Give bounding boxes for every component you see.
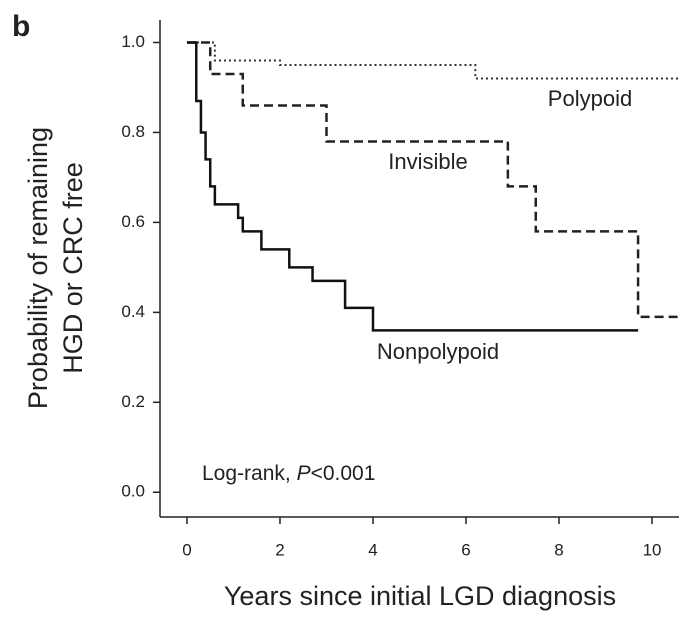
annotation-text: <0.001 bbox=[311, 462, 376, 485]
y-tick-label: 0.8 bbox=[121, 122, 145, 141]
y-tick-label: 0.6 bbox=[121, 212, 145, 231]
y-tick-label: 1.0 bbox=[121, 32, 145, 51]
panel-label: b bbox=[12, 10, 30, 43]
y-tick-label: 0.2 bbox=[121, 392, 145, 411]
x-tick-label: 10 bbox=[643, 540, 662, 559]
x-tick-label: 4 bbox=[368, 540, 377, 559]
annotation-text: Log-rank, bbox=[202, 462, 297, 485]
x-tick-label: 8 bbox=[554, 540, 563, 559]
y-axis-label: Probability of remaining bbox=[23, 127, 53, 409]
survival-line bbox=[186, 41, 639, 332]
y-tick-label: 0.0 bbox=[121, 482, 145, 501]
x-tick-label: 2 bbox=[275, 540, 284, 559]
series-label: Nonpolypoid bbox=[377, 339, 499, 364]
annotation-text: P bbox=[297, 462, 311, 485]
y-tick-label: 0.4 bbox=[121, 302, 145, 321]
series-label: Polypoid bbox=[548, 86, 632, 111]
x-axis-label: Years since initial LGD diagnosis bbox=[224, 581, 616, 611]
x-tick-label: 6 bbox=[461, 540, 470, 559]
x-tick-label: 0 bbox=[182, 540, 191, 559]
survival-line bbox=[186, 41, 679, 80]
annotation: Log-rank, P<0.001 bbox=[202, 462, 375, 485]
survival-line bbox=[186, 41, 679, 319]
series-label: Invisible bbox=[388, 149, 467, 174]
y-axis-label: HGD or CRC free bbox=[58, 162, 88, 374]
